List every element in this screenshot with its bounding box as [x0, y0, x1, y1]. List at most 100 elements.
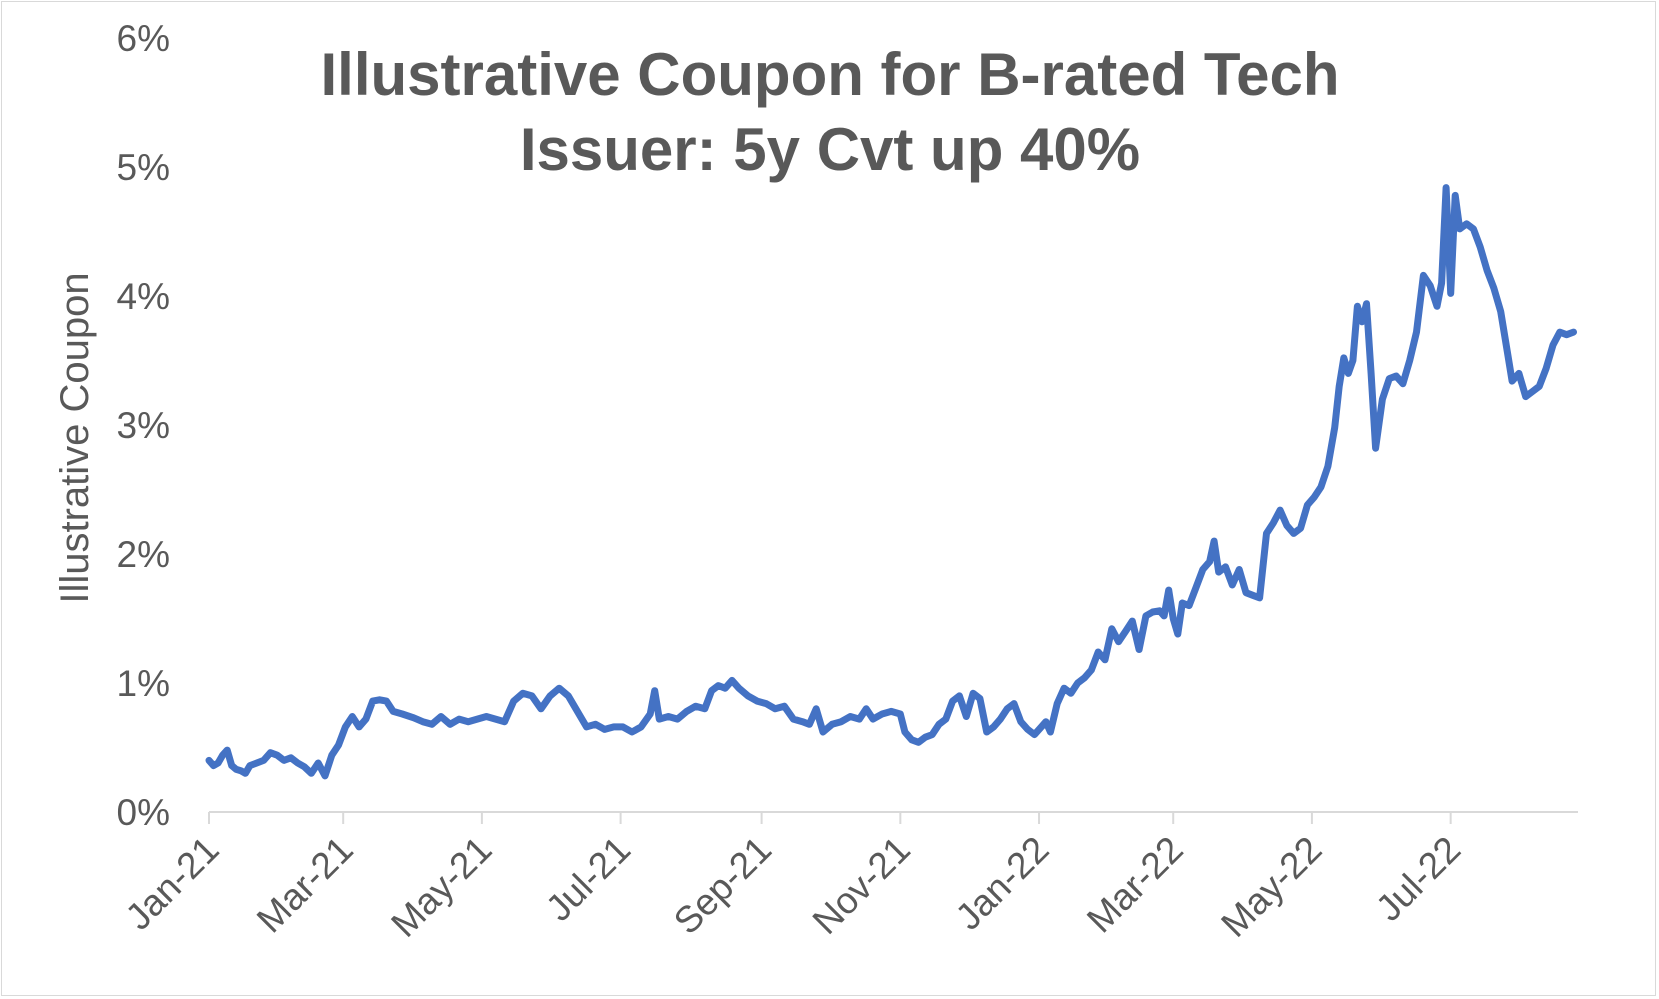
y-tick-label: 1% — [117, 663, 170, 704]
coupon-data-point — [1223, 564, 1228, 570]
x-tick-label: Jan-21 — [118, 829, 227, 938]
coupon-data-point — [411, 715, 417, 721]
coupon-data-point — [1443, 185, 1449, 191]
coupon-data-point — [1427, 283, 1433, 289]
coupon-data-point — [829, 721, 835, 727]
coupon-data-point — [1270, 520, 1276, 526]
coupon-data-point — [813, 706, 819, 712]
coupon-data-point — [1439, 280, 1445, 286]
y-tick-label: 5% — [117, 147, 170, 188]
coupon-data-point — [870, 716, 876, 722]
coupon-data-point — [936, 721, 942, 727]
coupon-data-point — [847, 714, 853, 719]
coupon-data-point — [447, 721, 453, 727]
coupon-data-point — [1332, 425, 1338, 431]
coupon-data-point — [1102, 657, 1108, 663]
chart-title-line-1: Illustrative Coupon for B-rated Tech — [321, 41, 1340, 108]
coupon-data-point — [1011, 701, 1017, 707]
coupon-data-point — [1557, 329, 1563, 335]
coupon-data-point — [1161, 613, 1167, 619]
coupon-data-point — [1068, 690, 1074, 696]
coupon-data-point — [1452, 192, 1458, 198]
coupon-series-points — [206, 185, 1576, 779]
coupon-data-point — [556, 685, 562, 691]
coupon-data-point — [1386, 376, 1392, 382]
coupon-data-point — [565, 693, 571, 699]
coupon-data-point — [1236, 567, 1242, 572]
coupon-data-point — [1082, 675, 1087, 681]
coupon-data-point — [602, 726, 608, 732]
coupon-data-point — [399, 711, 405, 717]
coupon-data-point — [1166, 587, 1172, 593]
coupon-data-point — [1509, 378, 1515, 384]
coupon-data-point — [329, 752, 335, 758]
coupon-data-point — [356, 724, 362, 730]
coupon-data-point — [963, 714, 969, 719]
coupon-data-point — [856, 716, 862, 722]
x-tick-label: Jan-22 — [948, 829, 1057, 938]
coupon-data-point — [997, 716, 1003, 722]
coupon-data-point — [529, 693, 535, 699]
coupon-data-point — [322, 773, 328, 779]
coupon-data-point — [1498, 309, 1504, 314]
coupon-data-point — [1341, 355, 1347, 361]
coupon-data-point — [274, 752, 280, 758]
coupon-data-point — [684, 708, 690, 714]
coupon-data-point — [238, 768, 244, 774]
coupon-data-point — [984, 729, 990, 735]
coupon-data-point — [1491, 285, 1497, 291]
coupon-data-point — [295, 760, 301, 766]
coupon-data-point — [1414, 329, 1419, 335]
coupon-data-point — [656, 716, 662, 722]
coupon-data-point — [229, 763, 235, 769]
coupon-data-point — [1038, 724, 1044, 730]
coupon-data-point — [267, 750, 273, 756]
coupon-data-point — [1325, 463, 1331, 469]
coupon-data-point — [1523, 394, 1529, 400]
x-tick-label: Mar-21 — [249, 829, 361, 941]
x-tick-label: Nov-21 — [805, 829, 918, 942]
coupon-data-point — [745, 693, 751, 699]
coupon-data-point — [1143, 613, 1149, 619]
coupon-data-point — [709, 688, 715, 694]
coupon-data-point — [1298, 525, 1304, 531]
coupon-data-point — [1229, 582, 1235, 588]
coupon-data-point — [1448, 290, 1454, 296]
coupon-data-point — [620, 724, 626, 730]
coupon-data-point — [1543, 365, 1549, 371]
coupon-data-point — [520, 690, 526, 696]
coupon-data-point — [950, 698, 956, 704]
coupon-data-point — [574, 708, 580, 714]
coupon-data-point — [638, 724, 644, 730]
coupon-data-point — [1318, 484, 1324, 490]
coupon-data-point — [1157, 608, 1163, 614]
coupon-data-point — [722, 685, 728, 691]
coupon-data-point — [781, 703, 787, 709]
coupon-data-point — [611, 724, 617, 730]
coupon-data-point — [1564, 332, 1570, 338]
coupon-data-point — [1550, 342, 1556, 348]
coupon-data-point — [1345, 370, 1351, 376]
coupon-data-point — [652, 688, 658, 694]
coupon-data-point — [1216, 569, 1222, 575]
coupon-data-point — [1505, 350, 1510, 356]
coupon-data-point — [1095, 649, 1101, 655]
coupon-data-point — [702, 706, 708, 712]
coupon-data-point — [254, 760, 260, 766]
x-ticks: Jan-21 Mar-21 May-21 Jul-21 Sep-21 Nov-21 Jan-… — [118, 812, 1468, 945]
coupon-data-point — [1368, 370, 1374, 376]
coupon-data-point — [970, 690, 976, 696]
coupon-data-point — [909, 737, 915, 743]
coupon-data-point — [693, 703, 699, 709]
coupon-data-point — [1211, 538, 1217, 544]
coupon-data-point — [763, 701, 769, 707]
coupon-series-line — [205, 184, 1577, 780]
coupon-data-point — [584, 724, 589, 730]
coupon-data-point — [336, 742, 342, 748]
coupon-data-point — [790, 716, 796, 722]
coupon-data-point — [1407, 358, 1413, 363]
coupon-data-point — [1516, 370, 1522, 376]
coupon-data-point — [1536, 383, 1542, 389]
coupon-data-point — [1193, 585, 1199, 590]
coupon-data-point — [1109, 626, 1115, 632]
